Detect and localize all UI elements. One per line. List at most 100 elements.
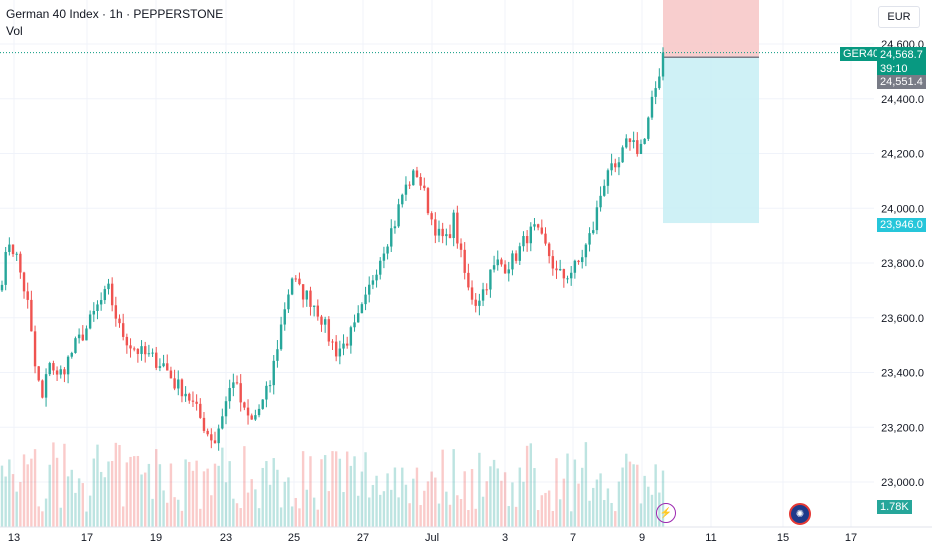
x-tick-label: 17 [845, 532, 857, 544]
x-tick-label: 25 [288, 532, 300, 544]
x-tick-label: 11 [705, 532, 716, 544]
volume-bar [647, 486, 650, 527]
candle-body [368, 284, 371, 295]
price-axis[interactable]: 24,600.024,400.024,200.024,000.023,800.0… [881, 39, 924, 489]
candle-body [481, 289, 485, 301]
candle-body [221, 416, 224, 429]
chart-title: German 40 Index · 1h · PEPPERSTONE [6, 7, 224, 21]
volume-bar [217, 465, 220, 527]
y-tick-label: 24,400.0 [881, 94, 924, 106]
volume-tag: 1.78K [877, 500, 912, 514]
candle-body [74, 338, 77, 353]
volume-bar [279, 507, 283, 527]
x-tick-label: 9 [639, 532, 645, 544]
volume-bar [52, 442, 55, 527]
volume-indicator-label[interactable]: Vol [6, 24, 23, 38]
lightning-icon[interactable]: ⚡ [656, 503, 676, 523]
volume-bar [136, 455, 140, 527]
volume-bar [144, 472, 147, 527]
candle-body [437, 228, 441, 236]
candle-body [63, 369, 66, 375]
volume-bar [529, 443, 532, 527]
take-profit-zone[interactable] [663, 57, 759, 224]
volume-bar [70, 469, 73, 527]
volume-bar [382, 491, 386, 527]
candle-body [430, 213, 433, 220]
volume-bar [533, 468, 536, 527]
candle-body [426, 188, 430, 214]
candle-body [48, 363, 51, 375]
volume-bar [360, 471, 364, 527]
candle-body [294, 278, 297, 280]
volume-bar [503, 472, 507, 527]
volume-bar [261, 467, 264, 527]
candle-body [107, 283, 110, 290]
volume-bar [294, 497, 297, 527]
candle-body [375, 274, 378, 281]
candle-body [206, 430, 209, 435]
candle-body [301, 284, 305, 300]
volume-bar [74, 492, 77, 527]
candle-body [37, 366, 40, 381]
volume-bar [15, 491, 18, 527]
volume-bar [85, 511, 88, 527]
volume-bar [287, 477, 290, 527]
volume-bar [323, 455, 327, 527]
volume-bar [309, 456, 312, 527]
volume-bar [213, 463, 217, 527]
volume-bar [59, 507, 62, 527]
candle-body [129, 345, 132, 349]
time-axis[interactable]: 13 17 19 23 25 27 Jul 3 7 9 11 15 17 [0, 526, 932, 544]
y-tick-label: 23,200.0 [881, 422, 924, 434]
volume-bar [551, 510, 555, 527]
x-tick-label: 7 [570, 532, 576, 544]
candle-body [647, 117, 650, 139]
volume-bar [206, 468, 209, 527]
volume-bar [599, 473, 602, 527]
candle-body [456, 212, 459, 244]
volume-bar [522, 481, 525, 527]
countdown-value: 39:10 [880, 63, 908, 75]
volume-bar [26, 464, 29, 527]
globe-icon[interactable]: ✺ [789, 503, 811, 525]
candle-body [188, 393, 191, 401]
volume-bar [625, 453, 628, 527]
candle-body [654, 88, 657, 97]
volume-bar [239, 508, 242, 527]
candle-body [625, 138, 628, 148]
volume-bar [257, 508, 261, 527]
volume-bar [125, 462, 129, 527]
volume-bar [66, 476, 70, 527]
candle-body [92, 311, 96, 315]
candle-body [379, 260, 382, 275]
candle-body [243, 402, 246, 408]
candle-body [419, 177, 422, 186]
volume-bar [606, 488, 610, 527]
candle-body [26, 291, 29, 300]
currency-button[interactable]: EUR [878, 6, 920, 28]
candle-body [173, 378, 176, 389]
volume-bar [364, 452, 367, 527]
y-tick-label: 23,400.0 [881, 368, 924, 380]
stop-loss-zone[interactable] [663, 0, 759, 58]
volume-bar [129, 456, 132, 527]
volume-bar [312, 497, 316, 527]
candle-body [272, 360, 275, 386]
candle-body [581, 257, 584, 263]
candle-body [228, 387, 231, 402]
candle-body [551, 256, 555, 269]
symbol-tag: GER40 [840, 47, 883, 61]
volume-bar [184, 459, 187, 527]
candle-body [338, 348, 342, 357]
volume-bar [55, 457, 59, 527]
volume-bar [423, 490, 426, 527]
volume-bar [628, 461, 632, 527]
candle-body [533, 224, 536, 227]
candle-body [312, 305, 316, 307]
position-tool[interactable] [663, 0, 759, 224]
y-tick-label: 23,600.0 [881, 313, 924, 325]
candle-body [224, 401, 228, 417]
candle-body [474, 299, 477, 306]
volume-bar [437, 503, 441, 527]
